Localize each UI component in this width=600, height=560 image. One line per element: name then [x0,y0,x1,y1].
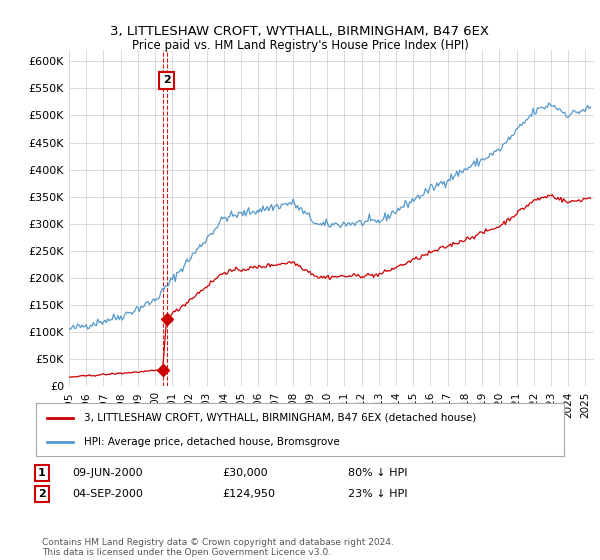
Text: HPI: Average price, detached house, Bromsgrove: HPI: Average price, detached house, Brom… [83,437,339,447]
Text: 23% ↓ HPI: 23% ↓ HPI [348,489,407,499]
Text: 80% ↓ HPI: 80% ↓ HPI [348,468,407,478]
Text: 1: 1 [38,468,46,478]
Text: 2: 2 [163,75,170,85]
Text: £124,950: £124,950 [222,489,275,499]
Text: 3, LITTLESHAW CROFT, WYTHALL, BIRMINGHAM, B47 6EX: 3, LITTLESHAW CROFT, WYTHALL, BIRMINGHAM… [110,25,490,38]
Text: Contains HM Land Registry data © Crown copyright and database right 2024.
This d: Contains HM Land Registry data © Crown c… [42,538,394,557]
Text: £30,000: £30,000 [222,468,268,478]
Text: 3, LITTLESHAW CROFT, WYTHALL, BIRMINGHAM, B47 6EX (detached house): 3, LITTLESHAW CROFT, WYTHALL, BIRMINGHAM… [83,413,476,423]
Text: 09-JUN-2000: 09-JUN-2000 [72,468,143,478]
Text: 2: 2 [38,489,46,499]
Text: Price paid vs. HM Land Registry's House Price Index (HPI): Price paid vs. HM Land Registry's House … [131,39,469,52]
Text: 04-SEP-2000: 04-SEP-2000 [72,489,143,499]
